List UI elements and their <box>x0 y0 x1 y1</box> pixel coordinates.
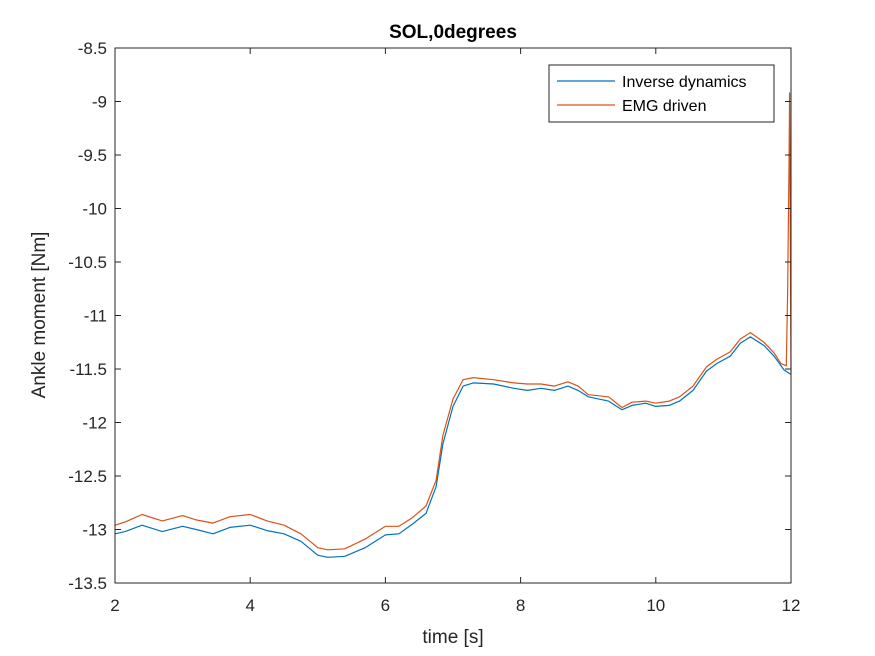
y-tick-label: -13 <box>82 521 107 540</box>
y-tick-label: -9.5 <box>78 146 107 165</box>
y-axis-label: Ankle moment [Nm] <box>29 232 50 399</box>
y-tick-label: -13.5 <box>68 574 107 593</box>
legend: Inverse dynamics EMG driven <box>548 64 775 123</box>
legend-label-1: Inverse dynamics <box>622 74 747 91</box>
x-tick-label: 2 <box>110 596 119 615</box>
y-tick-label: -9 <box>92 93 107 112</box>
plot-lines <box>114 92 792 558</box>
legend-box <box>548 64 775 123</box>
legend-label-2: EMG driven <box>622 98 706 115</box>
y-tick-label: -8.5 <box>78 39 107 58</box>
x-tick-label: 12 <box>782 596 801 615</box>
y-tick-label: -12.5 <box>68 467 107 486</box>
series-line-1 <box>114 336 792 558</box>
x-ticks: 2 4 6 8 10 12 <box>110 48 800 615</box>
x-tick-label: 4 <box>245 596 254 615</box>
y-tick-label: -11 <box>84 307 107 326</box>
x-tick-label: 8 <box>516 596 525 615</box>
x-tick-label: 10 <box>646 596 665 615</box>
y-tick-label: -11.5 <box>70 360 108 379</box>
x-axis-label: time [s] <box>422 627 483 648</box>
x-tick-label: 6 <box>381 596 390 615</box>
y-tick-label: -12 <box>82 414 107 433</box>
series-line-2 <box>114 92 792 551</box>
chart-title: SOL,0degrees <box>389 22 517 43</box>
plot-area <box>115 48 791 583</box>
y-ticks: -8.5 -9 -9.5 -10 -10.5 -11 -11.5 -12 -12.5 -13 -13… <box>68 39 791 593</box>
y-tick-label: -10.5 <box>68 253 107 272</box>
y-tick-label: -10 <box>82 200 107 219</box>
